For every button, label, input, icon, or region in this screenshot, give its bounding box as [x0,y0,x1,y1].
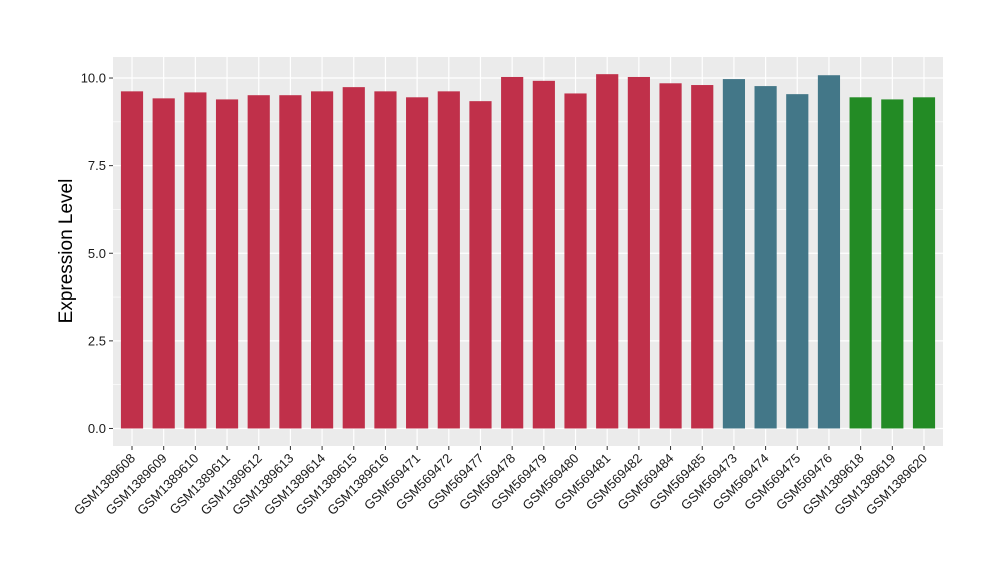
y-tick-label: 2.5 [88,333,106,348]
bar-GSM1389620 [912,97,936,429]
bar-GSM569478 [501,76,524,429]
bar-GSM1389619 [881,99,904,429]
bar-GSM569482 [627,76,650,429]
bar-GSM569473 [722,79,746,429]
bar-GSM1389616 [374,91,397,429]
bar-GSM1389608 [120,91,144,429]
bar-GSM569485 [691,85,714,429]
y-axis: 0.0 2.5 5.0 7.5 10.0 [81,71,113,436]
bar-GSM569477 [469,101,492,429]
y-tick-label: 5.0 [88,246,106,261]
bar-GSM569484 [659,83,682,429]
bar-GSM1389609 [152,98,175,429]
bar-GSM569474 [754,86,777,429]
y-axis-title: Expression Level [56,179,77,324]
bar-GSM569480 [564,93,587,429]
bar-GSM1389612 [247,95,270,429]
bar-GSM569475 [786,94,809,429]
x-axis: GSM1389608GSM1389609GSM1389610GSM1389611… [71,446,930,518]
y-tick-label: 10.0 [81,71,106,86]
bar-GSM569472 [437,91,460,429]
bar-GSM1389618 [849,97,872,429]
bar-GSM569481 [596,74,619,429]
y-tick-label: 0.0 [88,421,106,436]
bar-GSM1389614 [310,91,334,429]
bar-GSM569471 [406,97,429,429]
bar-GSM569476 [817,75,841,429]
y-tick-label: 7.5 [88,158,106,173]
bars [120,74,936,429]
bar-GSM1389615 [342,87,365,429]
bar-GSM1389611 [215,99,239,429]
bar-GSM569479 [532,80,555,429]
bar-GSM1389610 [184,92,207,429]
bar-GSM1389613 [279,95,302,429]
